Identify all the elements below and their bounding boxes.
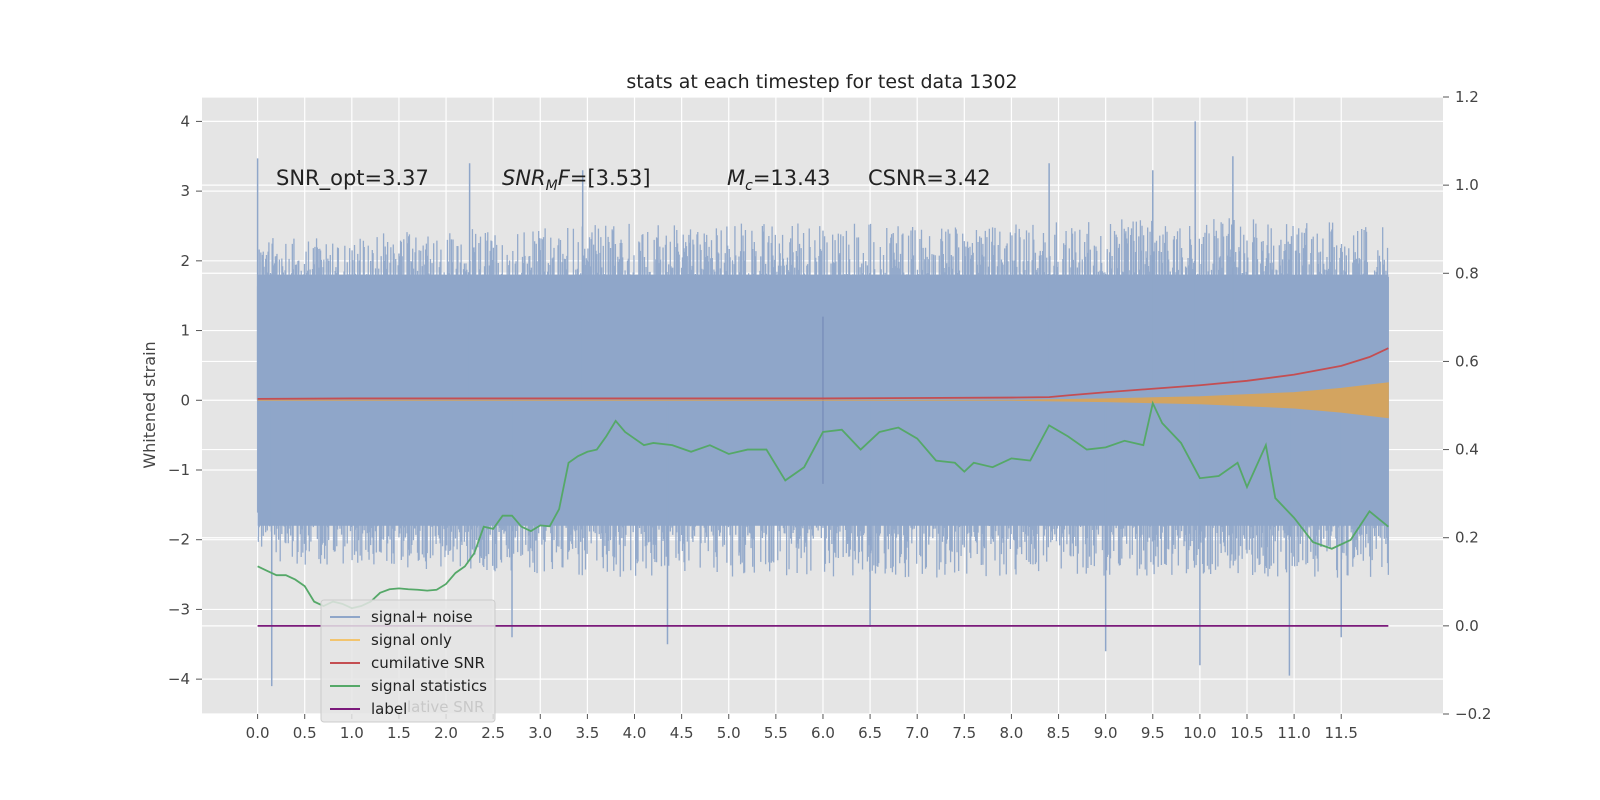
series-signal-statistics xyxy=(257,400,1389,610)
x-tick-label: 9.0 xyxy=(1094,724,1118,742)
x-tick-label: 7.0 xyxy=(905,724,929,742)
annotation-mc: Mc=13.43 xyxy=(727,166,831,194)
x-tick-label: 0.0 xyxy=(246,724,270,742)
annotation-csnr: CSNR=3.42 xyxy=(868,166,991,190)
annotation-snr-mf-f: F xyxy=(558,166,571,190)
x-tick-label: 5.0 xyxy=(717,724,741,742)
series-signal-noise-peaks xyxy=(256,121,1342,687)
annotation-snr-mf-sub: M xyxy=(546,178,558,194)
legend-label: cumilative SNR xyxy=(371,654,485,672)
y-tick-label-right: 0.4 xyxy=(1455,441,1479,459)
x-tick-label: 6.0 xyxy=(811,724,835,742)
x-tick-label: 10.5 xyxy=(1230,724,1263,742)
x-tick-label: 4.5 xyxy=(670,724,694,742)
x-tick-label: 7.5 xyxy=(952,724,976,742)
y-tick-label-left: −2 xyxy=(168,531,190,549)
annotation-snr-mf: SNRMF=[3.53] xyxy=(502,166,651,194)
y-axis-label: Whitened strain xyxy=(140,341,159,468)
y-tick-label-right: −0.2 xyxy=(1455,705,1491,723)
x-tick-label: 6.5 xyxy=(858,724,882,742)
x-tick-label: 8.0 xyxy=(1000,724,1024,742)
annotation-mc-prefix: M xyxy=(727,166,745,190)
legend: lative SNR signal+ noise signal only cumil… xyxy=(320,599,496,723)
y-tick-label-right: 0.2 xyxy=(1455,529,1479,547)
legend-label: signal only xyxy=(371,631,452,649)
x-tick-label: 10.0 xyxy=(1183,724,1216,742)
legend-label: label xyxy=(371,700,407,718)
y-tick-label-left: −1 xyxy=(168,461,190,479)
axes: 0.0 0.5 1.0 1.5 2.0 2.5 3.0 3.5 4.0 4.5 5.0 5.5 6.0 6… xyxy=(168,88,1492,742)
y-tick-label-right: 1.0 xyxy=(1455,176,1479,194)
annotation-snr-mf-value: =[3.53] xyxy=(570,166,651,190)
y-tick-label-right: 0.6 xyxy=(1455,352,1479,370)
annotation-snr-opt: SNR_opt=3.37 xyxy=(276,166,429,191)
x-tick-label: 9.5 xyxy=(1141,724,1165,742)
legend-label: signal statistics xyxy=(371,677,487,695)
x-tick-label: 5.5 xyxy=(764,724,788,742)
annotation-snr-mf-prefix: SNR xyxy=(502,166,546,190)
x-tick-label: 11.0 xyxy=(1277,724,1310,742)
legend-entries: signal+ noise signal only cumilative SNR si… xyxy=(330,608,487,718)
y-tick-label-left: 0 xyxy=(180,391,190,409)
x-tick-label: 4.0 xyxy=(623,724,647,742)
y-tick-label-left: −4 xyxy=(168,670,190,688)
y-tick-label-left: 3 xyxy=(180,182,190,200)
x-tick-label: 3.5 xyxy=(575,724,599,742)
x-tick-label: 8.5 xyxy=(1047,724,1071,742)
series-layer xyxy=(256,121,1389,687)
y-tick-label-left: −3 xyxy=(168,600,190,618)
series-signal-only xyxy=(257,382,1389,419)
x-tick-label: 1.5 xyxy=(387,724,411,742)
y-tick-label-right: 0.0 xyxy=(1455,617,1479,635)
x-tick-label: 3.0 xyxy=(528,724,552,742)
legend-box xyxy=(320,599,496,723)
x-tick-label: 2.5 xyxy=(481,724,505,742)
annotation-mc-value: =13.43 xyxy=(753,166,831,190)
y-tick-label-left: 1 xyxy=(180,322,190,340)
x-tick-label: 0.5 xyxy=(293,724,317,742)
chart-title: stats at each timestep for test data 130… xyxy=(626,71,1017,93)
annotation-mc-sub: c xyxy=(745,178,753,194)
x-tick-label: 11.5 xyxy=(1325,724,1358,742)
series-cumilative-snr xyxy=(257,347,1389,400)
y-tick-label-left: 4 xyxy=(180,112,190,130)
legend-overlapped-fragment: lative SNR xyxy=(407,698,484,716)
x-tick-label: 1.0 xyxy=(340,724,364,742)
y-tick-label-right: 1.2 xyxy=(1455,88,1479,106)
y-tick-label-left: 2 xyxy=(180,252,190,270)
x-tick-label: 2.0 xyxy=(434,724,458,742)
y-tick-label-right: 0.8 xyxy=(1455,264,1479,282)
annotations: SNR_opt=3.37 SNRMF=[3.53] Mc=13.43 CSNR=… xyxy=(276,166,991,194)
legend-label: signal+ noise xyxy=(371,608,473,626)
